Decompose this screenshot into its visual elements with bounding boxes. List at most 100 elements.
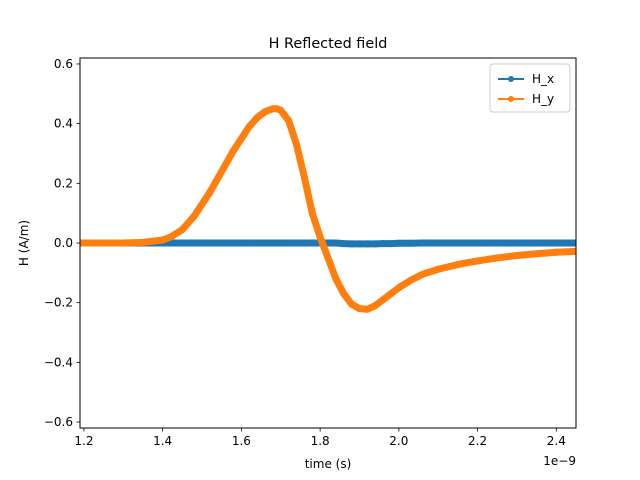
plot-area xyxy=(80,105,576,313)
data-point-h-x xyxy=(493,239,501,247)
data-point-h-y xyxy=(190,212,198,220)
data-point-h-y xyxy=(230,147,238,154)
data-point-h-x xyxy=(572,239,576,247)
series-layer xyxy=(80,105,576,313)
data-point-h-x xyxy=(198,239,206,247)
data-point-h-y xyxy=(285,117,293,125)
y-tick-label: −0.2 xyxy=(44,296,73,310)
data-point-h-y xyxy=(355,305,363,313)
y-axis-label: H (A/m) xyxy=(17,220,31,266)
data-point-h-x xyxy=(230,239,238,247)
data-point-h-y xyxy=(513,252,521,260)
data-point-h-x xyxy=(237,239,245,247)
data-point-h-x xyxy=(340,240,348,248)
y-tick-label: 0.4 xyxy=(54,117,73,131)
data-point-h-y xyxy=(300,173,308,181)
data-point-h-y xyxy=(139,238,147,246)
data-point-h-x xyxy=(332,239,340,247)
data-point-h-x xyxy=(178,239,186,247)
data-point-h-x xyxy=(379,240,387,248)
data-point-h-y xyxy=(324,254,332,262)
data-point-h-x xyxy=(407,239,415,247)
data-point-h-x xyxy=(418,239,426,247)
data-point-h-x xyxy=(308,239,316,247)
data-point-h-y xyxy=(395,284,403,292)
data-point-h-x xyxy=(253,239,261,247)
data-point-h-y xyxy=(218,167,226,175)
data-point-h-y xyxy=(371,302,379,310)
y-tick-label: 0.6 xyxy=(54,57,73,71)
legend-swatch-marker xyxy=(508,76,514,82)
legend-swatch-marker xyxy=(508,96,514,102)
data-point-h-x xyxy=(454,239,462,247)
data-point-h-y xyxy=(340,290,348,298)
data-point-h-x xyxy=(293,239,301,247)
y-tick-label: 0.0 xyxy=(54,236,73,250)
x-tick-label: 1.2 xyxy=(74,434,93,448)
data-point-h-y xyxy=(80,239,84,247)
y-tick-label: −0.6 xyxy=(44,415,73,429)
data-point-h-x xyxy=(513,239,521,247)
data-point-h-y xyxy=(206,188,214,196)
data-point-h-y xyxy=(277,106,285,114)
data-point-h-x xyxy=(218,239,226,247)
legend-label: H_x xyxy=(532,72,554,86)
data-point-h-y xyxy=(178,226,186,234)
data-point-h-x xyxy=(261,239,269,247)
data-point-h-y xyxy=(387,290,395,298)
data-point-h-x xyxy=(206,239,214,247)
data-point-h-y xyxy=(159,236,167,244)
data-point-h-y xyxy=(434,265,442,273)
data-point-h-y xyxy=(100,239,108,247)
y-tick-label: 0.2 xyxy=(54,176,73,190)
x-axis-offset-label: 1e−9 xyxy=(543,454,576,468)
data-point-h-x xyxy=(387,240,395,248)
data-point-h-x xyxy=(363,240,371,248)
legend-label: H_y xyxy=(532,92,554,106)
data-point-h-y xyxy=(253,114,261,122)
data-point-h-y xyxy=(474,257,482,265)
data-point-h-y xyxy=(418,270,426,278)
data-point-h-y xyxy=(407,276,415,284)
data-point-h-x xyxy=(190,239,198,247)
data-point-h-x xyxy=(245,239,253,247)
data-point-h-y xyxy=(245,123,253,131)
x-tick-label: 1.6 xyxy=(232,434,251,448)
data-point-h-x xyxy=(371,240,379,248)
data-point-h-y xyxy=(552,248,560,256)
data-point-h-y xyxy=(293,141,301,149)
data-point-h-y xyxy=(198,200,206,208)
data-point-h-y xyxy=(237,135,245,143)
data-point-h-y xyxy=(119,239,127,247)
data-point-h-y xyxy=(332,275,340,283)
data-point-h-y xyxy=(363,305,371,313)
data-point-h-x xyxy=(300,239,308,247)
data-point-h-y xyxy=(533,250,541,258)
chart-title: H Reflected field xyxy=(269,36,388,52)
data-point-h-y xyxy=(379,296,387,304)
y-tick-label: −0.4 xyxy=(44,355,73,369)
x-axis-label: time (s) xyxy=(305,457,352,471)
data-point-h-x xyxy=(434,239,442,247)
data-point-h-x xyxy=(474,239,482,247)
legend-box xyxy=(489,63,571,113)
data-point-h-x xyxy=(277,239,285,247)
data-point-h-x xyxy=(395,239,403,247)
x-tick-label: 2.0 xyxy=(389,434,408,448)
x-tick-label: 2.4 xyxy=(547,434,566,448)
data-point-h-x xyxy=(533,239,541,247)
data-point-h-y xyxy=(261,108,269,116)
x-tick-label: 1.4 xyxy=(153,434,172,448)
data-point-h-x xyxy=(552,239,560,247)
data-point-h-x xyxy=(348,240,356,248)
y-axis-ticks: −0.6 −0.4 −0.2 0.0 0.2 0.4 0.6 xyxy=(44,57,80,429)
data-point-h-x xyxy=(355,240,363,248)
data-point-h-y xyxy=(454,260,462,268)
data-point-h-y xyxy=(572,247,576,255)
data-point-h-x xyxy=(285,239,293,247)
data-point-h-y xyxy=(308,209,316,217)
data-point-h-y xyxy=(493,254,501,262)
x-tick-label: 2.2 xyxy=(468,434,487,448)
data-point-h-y xyxy=(348,300,356,308)
